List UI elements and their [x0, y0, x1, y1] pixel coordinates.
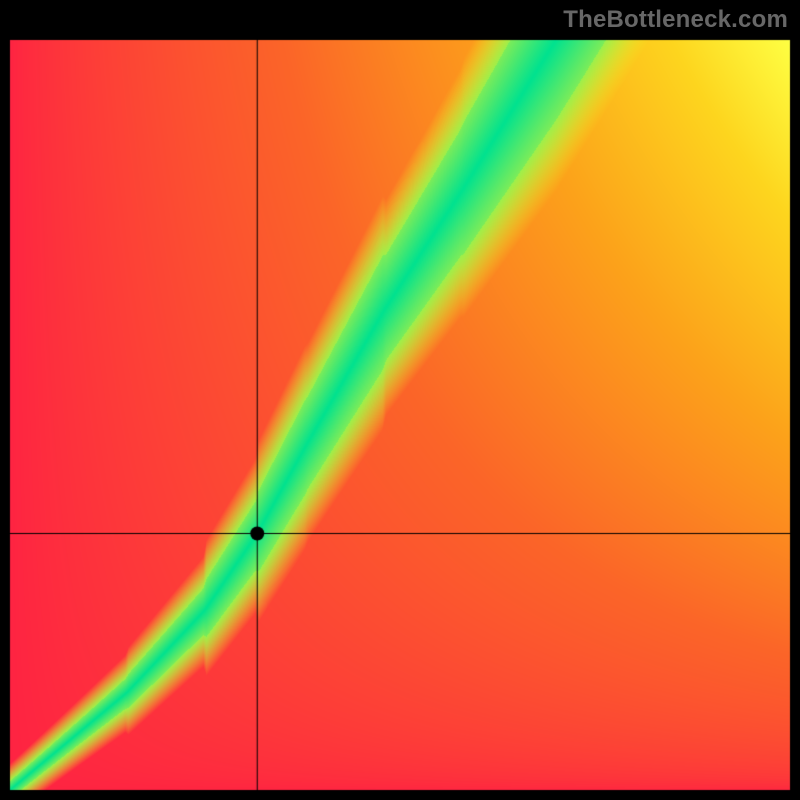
chart-container: TheBottleneck.com: [0, 0, 800, 800]
heatmap-canvas: [0, 0, 800, 800]
watermark-text: TheBottleneck.com: [563, 6, 788, 34]
